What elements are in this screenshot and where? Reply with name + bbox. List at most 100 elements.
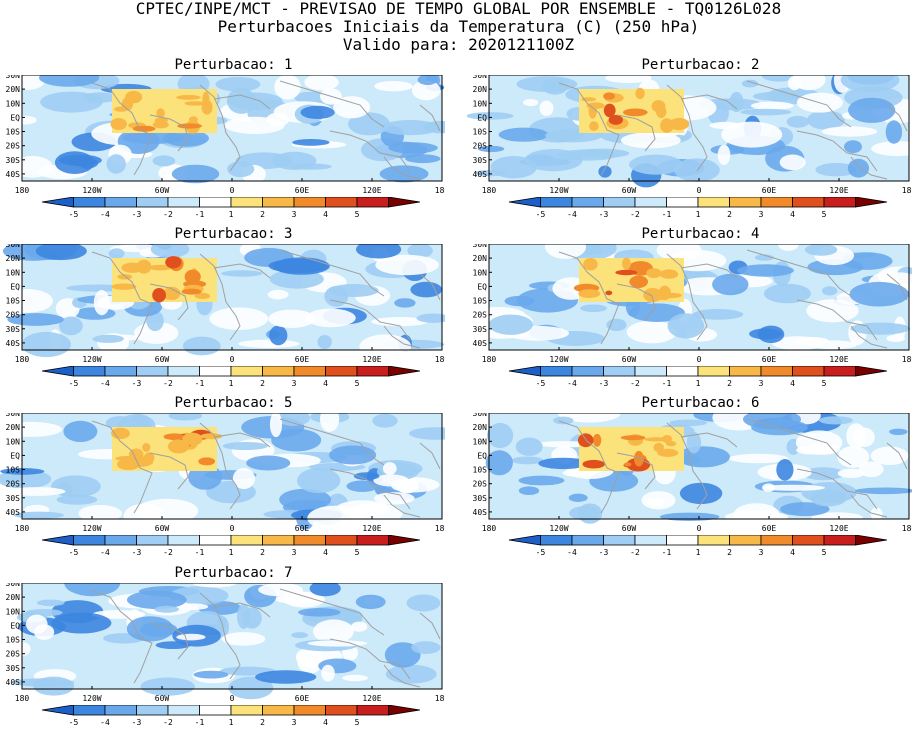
- anomaly-contour: [871, 141, 912, 157]
- anomaly-contour: [267, 289, 289, 300]
- anomaly-contour: [371, 317, 429, 327]
- anomaly-contour: [152, 155, 176, 167]
- lon-tick-label: 180: [435, 355, 445, 364]
- colorbar-segment: [634, 197, 667, 208]
- coastlines: [91, 80, 441, 180]
- anomaly-contour: [82, 92, 118, 103]
- anomaly-contour: [268, 309, 315, 328]
- colorbar-segment: [199, 197, 232, 208]
- colorbar-segment: [388, 197, 421, 208]
- colorbar-segment: [388, 535, 421, 546]
- panel-title: Perturbacao: 3: [174, 226, 293, 242]
- anomaly-contour: [750, 101, 794, 110]
- temperature-map: 30N 20N 10N EQ 10S 20S 30S 40S 180 120W 60W 0 60E 120…: [6, 75, 445, 195]
- anomaly-contour: [388, 142, 438, 154]
- anomaly-contour: [307, 640, 368, 647]
- lon-tick-label: 120W: [549, 524, 568, 533]
- anomaly-contour: [515, 437, 543, 456]
- colorbar-label: 2: [260, 718, 265, 727]
- lat-tick-label: 10S: [6, 128, 21, 137]
- lon-tick-label: 120E: [829, 355, 848, 364]
- anomaly-contour: [92, 334, 124, 343]
- anomaly-contour: [209, 307, 269, 330]
- anomaly-contour: [379, 165, 429, 183]
- colorbar-label: -3: [132, 210, 142, 219]
- colorbar-label: -1: [662, 210, 672, 219]
- colorbar-segment: [136, 535, 169, 546]
- anomaly-contour: [221, 270, 263, 277]
- colorbar-label: -3: [599, 379, 609, 388]
- anomaly-contour: [667, 313, 705, 339]
- lat-tick-label: 30N: [473, 75, 488, 80]
- colorbar-segment: [73, 705, 106, 716]
- anomaly-contour: [763, 283, 812, 304]
- colorbar-segment: [760, 197, 793, 208]
- anomaly-contour: [8, 75, 47, 90]
- anomaly-contour: [313, 619, 354, 644]
- lat-tick-label: 20S: [473, 142, 488, 151]
- lat-tick-label: 30N: [6, 75, 21, 80]
- colorbar-label: -2: [163, 548, 173, 557]
- anomaly-contour: [580, 304, 607, 313]
- colorbar-segment: [136, 197, 169, 208]
- anomaly-contour: [238, 339, 300, 348]
- colorbar-segment: [508, 366, 541, 377]
- colorbar-label: -4: [100, 718, 110, 727]
- anomaly-contour: [488, 314, 533, 335]
- anomaly-contour: [518, 475, 565, 486]
- anomaly-contour: [34, 624, 55, 640]
- anomaly-contour: [557, 413, 621, 423]
- anomaly-contour: [410, 281, 443, 298]
- anomaly-contour: [778, 244, 799, 251]
- colorbar-label: 3: [759, 548, 764, 557]
- anomaly-contour: [620, 132, 681, 149]
- lat-tick-label: 30N: [6, 583, 21, 588]
- anomaly-contour: [749, 328, 782, 340]
- colorbar-segment: [167, 197, 200, 208]
- anomaly-contour: [539, 100, 554, 116]
- lat-tick-label: 40S: [6, 508, 21, 517]
- coastlines: [558, 249, 908, 349]
- anomaly-contour: [728, 453, 789, 464]
- anomaly-contour: [375, 254, 439, 276]
- colorbar-label: 4: [323, 548, 328, 557]
- coastlines: [91, 249, 441, 349]
- colorbar: -5 -4 -3 -2 -1 1 2 3 4 5: [41, 705, 421, 727]
- lat-tick-label: 10S: [473, 297, 488, 306]
- anomaly-contour: [523, 99, 539, 107]
- anomaly-contour: [574, 148, 630, 158]
- colorbar-label: 4: [323, 210, 328, 219]
- colorbar-segment: [230, 197, 263, 208]
- lat-tick-label: 10N: [6, 99, 21, 108]
- anomaly-contour: [889, 428, 908, 435]
- anomaly-contour: [25, 609, 63, 617]
- colorbar-label: 1: [229, 210, 234, 219]
- colorbar-segment: [356, 705, 389, 716]
- anomaly-contour: [870, 446, 909, 466]
- colorbar-segment: [325, 705, 358, 716]
- title-line-3: Valido para: 2020121100Z: [342, 35, 575, 54]
- lon-tick-label: 180: [902, 524, 912, 533]
- lat-tick-label: 30S: [6, 156, 21, 165]
- anomaly-contour: [7, 313, 64, 326]
- anomaly-contour: [350, 621, 368, 632]
- anomaly-contour: [743, 413, 801, 430]
- anomaly-contour: [406, 594, 441, 612]
- panel-title: Perturbacao: 4: [641, 226, 760, 242]
- lon-tick-label: 120W: [82, 355, 101, 364]
- colorbar-segment: [634, 535, 667, 546]
- lat-tick-label: 10S: [473, 128, 488, 137]
- lon-tick-label: 0: [230, 355, 235, 364]
- colorbar-label: 5: [355, 379, 360, 388]
- lat-tick-label: 30N: [473, 413, 488, 418]
- colorbar-segment: [167, 535, 200, 546]
- colorbar-segment: [262, 705, 295, 716]
- colorbar-label: -5: [69, 548, 79, 557]
- coastlines: [91, 418, 441, 518]
- anomaly-contour: [737, 264, 794, 277]
- anomaly-contour: [309, 583, 341, 597]
- anomaly-contour: [329, 445, 377, 465]
- colorbar-segment: [325, 197, 358, 208]
- anomaly-contour: [394, 298, 416, 308]
- colorbar-label: -2: [163, 210, 173, 219]
